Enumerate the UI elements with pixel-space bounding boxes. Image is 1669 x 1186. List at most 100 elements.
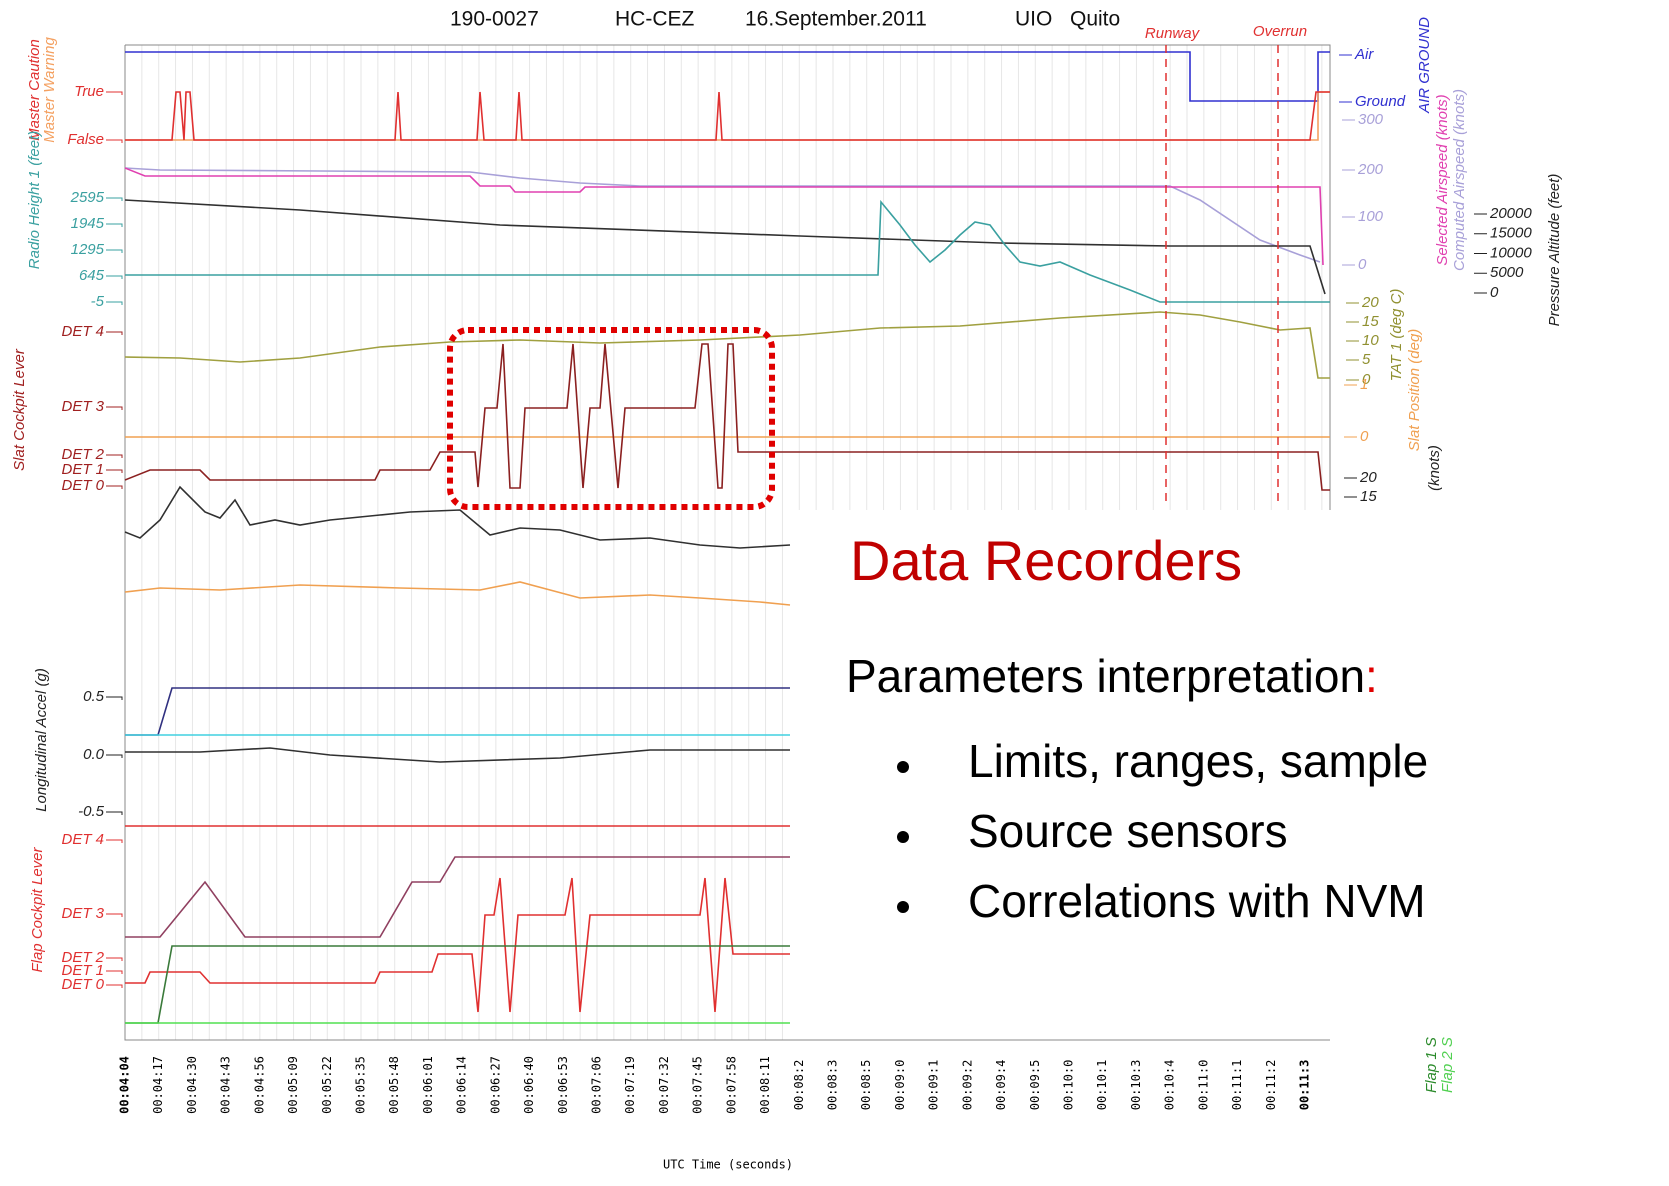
tick-mark xyxy=(106,696,123,700)
tick-label: DET 4 xyxy=(61,323,104,340)
time-tick-label: 00:06:53 xyxy=(556,1056,570,1114)
axis-label: Flap Cockpit Lever xyxy=(29,846,46,972)
plot-frame xyxy=(124,44,1331,1041)
tick-label: 0 xyxy=(1362,371,1371,388)
tick-label: DET 3 xyxy=(61,905,104,922)
tick-label: DET 1 xyxy=(61,461,104,478)
axis-label: TAT 1 (deg C) xyxy=(1388,289,1405,382)
tick-mark xyxy=(106,984,123,988)
tick-label: 0.0 xyxy=(83,746,105,763)
time-tick-label: 00:09:5 xyxy=(1028,1060,1042,1111)
tick-label: 10000 xyxy=(1490,244,1532,261)
city: Quito xyxy=(1070,8,1120,31)
tick-mark xyxy=(106,139,123,143)
bullet-dot xyxy=(897,901,909,913)
time-tick-label: 00:11:1 xyxy=(1230,1060,1244,1111)
axis-label: Longitudinal Accel (g) xyxy=(33,668,50,812)
tick-label: 5 xyxy=(1362,351,1371,368)
flight: 190-0027 xyxy=(450,8,539,31)
axis-label: Pressure Altitude (feet) xyxy=(1546,174,1563,327)
tick-mark xyxy=(106,91,123,95)
tick-mark xyxy=(106,331,123,335)
time-tick-label: 00:07:58 xyxy=(724,1056,738,1114)
tick-label: DET 2 xyxy=(61,446,104,463)
time-tick-label: 00:06:01 xyxy=(421,1056,435,1114)
tick-mark xyxy=(106,754,123,758)
tick-label: 0 xyxy=(1360,428,1369,445)
tick-label: DET 3 xyxy=(61,398,104,415)
tick-label: 15 xyxy=(1360,488,1377,505)
time-tick-label: 00:06:40 xyxy=(522,1056,536,1114)
time-tick-label: 00:05:48 xyxy=(387,1056,401,1114)
tick-mark xyxy=(106,301,123,305)
tick-label: 20000 xyxy=(1489,205,1532,222)
time-tick-label: 00:10:1 xyxy=(1095,1060,1109,1111)
time-tick-label: 00:07:32 xyxy=(657,1056,671,1114)
tick-mark xyxy=(106,970,123,974)
axis-label: (knots) xyxy=(1426,445,1443,491)
time-tick-label: 00:06:14 xyxy=(455,1056,469,1114)
time-tick-label: 00:05:35 xyxy=(354,1056,368,1114)
axis-label: Computed Airspeed (knots) xyxy=(1451,89,1468,271)
tick-mark xyxy=(106,839,123,843)
time-tick-label: 00:04:43 xyxy=(219,1056,233,1114)
traces xyxy=(124,45,1330,1024)
time-tick-label: 00:06:27 xyxy=(488,1056,502,1114)
time-tick-label: 00:11:2 xyxy=(1264,1060,1278,1111)
tick-mark xyxy=(106,485,123,489)
tick-label: DET 4 xyxy=(61,831,104,848)
tick-label: 1945 xyxy=(71,215,105,232)
time-tick-label: 00:05:22 xyxy=(320,1056,334,1114)
time-tick-label: 00:08:11 xyxy=(758,1056,772,1114)
tick-label: 2595 xyxy=(70,189,105,206)
axis-label: Flap 2 S xyxy=(1439,1037,1456,1093)
time-tick-label: 00:10:3 xyxy=(1129,1060,1143,1111)
bullet-text: Source sensors xyxy=(968,805,1288,857)
axis-label: Master Caution xyxy=(26,39,43,141)
tick-label: 20 xyxy=(1359,469,1377,486)
axis-label: Radio Height 1 (feet) xyxy=(26,131,43,269)
tick-label: 1295 xyxy=(71,241,105,258)
tick-label: 5000 xyxy=(1490,264,1524,281)
time-tick-label: 00:07:06 xyxy=(590,1056,604,1114)
tick-label: -0.5 xyxy=(78,803,105,820)
time-tick-label: 00:04:17 xyxy=(151,1056,165,1114)
tick-label: 100 xyxy=(1358,208,1384,225)
time-tick-label: 00:04:30 xyxy=(185,1056,199,1114)
tick-mark xyxy=(106,454,123,458)
slide-title: Data Recorders xyxy=(850,529,1242,592)
tick-label: 0 xyxy=(1358,256,1367,273)
time-tick-label: 00:08:5 xyxy=(859,1060,873,1111)
tick-label: 1 xyxy=(1360,376,1368,393)
tick-mark xyxy=(106,406,123,410)
time-axis-label: UTC Time (seconds) xyxy=(663,1158,793,1172)
airport: UIO xyxy=(1015,8,1052,31)
tick-mark xyxy=(106,275,123,279)
bullet-text: Limits, ranges, sample xyxy=(968,735,1428,787)
tick-label: DET 0 xyxy=(61,976,104,993)
tick-label: 20 xyxy=(1361,294,1379,311)
time-tick-label: 00:11:3 xyxy=(1298,1060,1312,1111)
time-tick-label: 00:04:56 xyxy=(252,1056,266,1114)
axis-label: Master Warning xyxy=(41,37,58,143)
subtitle-colon: : xyxy=(1365,650,1378,702)
tick-label: 0.5 xyxy=(83,688,105,705)
tick-label: DET 2 xyxy=(61,949,104,966)
time-tick-label: 00:10:0 xyxy=(1062,1060,1076,1111)
tick-mark xyxy=(106,957,123,961)
header: 190-0027 HC-CEZ 16.September.2011 UIO Qu… xyxy=(450,8,1120,31)
tick-label: 300 xyxy=(1358,111,1384,128)
tick-label: 15000 xyxy=(1490,225,1532,242)
time-tick-label: 00:09:0 xyxy=(893,1060,907,1111)
tick-label: Ground xyxy=(1355,93,1406,110)
tick-label: DET 0 xyxy=(61,477,104,494)
time-tick-label: 00:09:2 xyxy=(960,1060,974,1111)
time-tick-label: 00:09:1 xyxy=(927,1060,941,1111)
axis-label: AIR GROUND xyxy=(1416,17,1433,114)
tick-label: 15 xyxy=(1362,313,1379,330)
tick-label: -5 xyxy=(91,293,105,310)
tick-label: 10 xyxy=(1362,332,1379,349)
time-tick-label: 00:07:45 xyxy=(691,1056,705,1114)
axis-label: Flap 1 S xyxy=(1423,1037,1440,1093)
